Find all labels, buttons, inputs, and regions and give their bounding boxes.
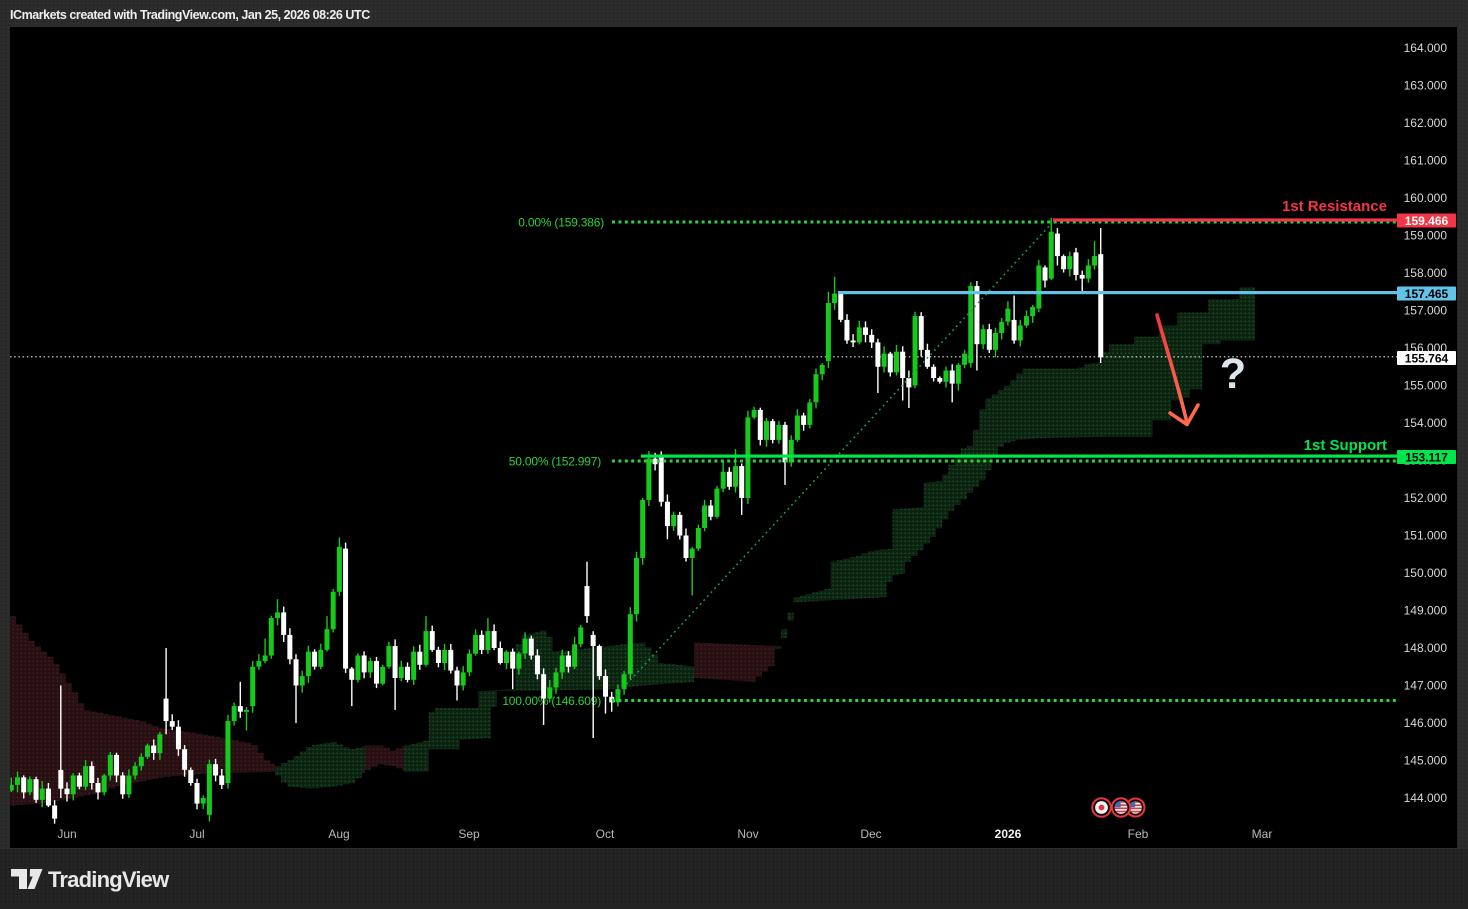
svg-text:151.000: 151.000 (1404, 529, 1448, 543)
svg-text:?: ? (1220, 350, 1246, 398)
svg-text:164.000: 164.000 (1404, 41, 1448, 55)
svg-text:152.000: 152.000 (1404, 491, 1448, 505)
svg-text:Dec: Dec (860, 827, 881, 841)
svg-text:146.000: 146.000 (1404, 716, 1448, 730)
svg-text:162.000: 162.000 (1404, 116, 1448, 130)
svg-text:155.000: 155.000 (1404, 379, 1448, 393)
svg-text:Aug: Aug (328, 827, 349, 841)
svg-text:147.000: 147.000 (1404, 679, 1448, 693)
svg-text:Sep: Sep (458, 827, 480, 841)
svg-text:157.465: 157.465 (1405, 287, 1449, 301)
svg-text:149.000: 149.000 (1404, 604, 1448, 618)
svg-text:145.000: 145.000 (1404, 754, 1448, 768)
svg-text:100.00% (146.609): 100.00% (146.609) (502, 694, 601, 708)
svg-text:144.000: 144.000 (1404, 791, 1448, 805)
svg-text:159.466: 159.466 (1405, 214, 1449, 228)
svg-text:Mar: Mar (1252, 827, 1273, 841)
svg-text:148.000: 148.000 (1404, 641, 1448, 655)
svg-text:Feb: Feb (1128, 827, 1149, 841)
svg-text:Nov: Nov (737, 827, 758, 841)
svg-text:160.000: 160.000 (1404, 191, 1448, 205)
svg-text:Jul: Jul (189, 827, 204, 841)
svg-text:161.000: 161.000 (1404, 154, 1448, 168)
svg-text:TradingView: TradingView (48, 867, 170, 892)
svg-text:50.00% (152.997): 50.00% (152.997) (509, 455, 601, 469)
svg-text:ICmarkets created with Trading: ICmarkets created with TradingView.com, … (10, 8, 370, 22)
svg-text:157.000: 157.000 (1404, 304, 1448, 318)
svg-text:158.000: 158.000 (1404, 266, 1448, 280)
svg-text:163.000: 163.000 (1404, 79, 1448, 93)
svg-text:2026: 2026 (995, 827, 1022, 841)
svg-text:155.764: 155.764 (1405, 351, 1449, 365)
svg-text:154.000: 154.000 (1404, 416, 1448, 430)
svg-text:Jun: Jun (57, 827, 76, 841)
svg-text:0.00% (159.386): 0.00% (159.386) (518, 216, 604, 230)
svg-text:150.000: 150.000 (1404, 566, 1448, 580)
svg-text:159.000: 159.000 (1404, 229, 1448, 243)
svg-text:1st Support: 1st Support (1304, 437, 1387, 454)
svg-text:1st Resistance: 1st Resistance (1282, 198, 1387, 215)
svg-text:Oct: Oct (596, 827, 615, 841)
svg-text:153.117: 153.117 (1405, 450, 1448, 464)
